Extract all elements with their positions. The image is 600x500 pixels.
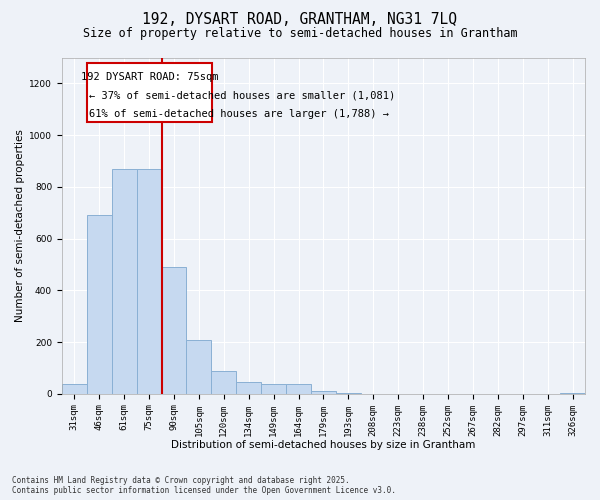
Bar: [286, 384, 311, 394]
Bar: [161, 267, 187, 394]
Bar: [187, 340, 211, 394]
Text: 61% of semi-detached houses are larger (1,788) →: 61% of semi-detached houses are larger (…: [89, 109, 389, 119]
Bar: [62, 384, 87, 394]
Bar: [87, 62, 212, 122]
Bar: [112, 169, 137, 394]
Text: 192 DYSART ROAD: 75sqm: 192 DYSART ROAD: 75sqm: [81, 72, 218, 82]
Text: ← 37% of semi-detached houses are smaller (1,081): ← 37% of semi-detached houses are smalle…: [89, 90, 395, 101]
Bar: [336, 392, 361, 394]
Y-axis label: Number of semi-detached properties: Number of semi-detached properties: [15, 129, 25, 322]
Bar: [211, 370, 236, 394]
Bar: [261, 384, 286, 394]
X-axis label: Distribution of semi-detached houses by size in Grantham: Distribution of semi-detached houses by …: [171, 440, 476, 450]
Bar: [311, 392, 336, 394]
Text: 192, DYSART ROAD, GRANTHAM, NG31 7LQ: 192, DYSART ROAD, GRANTHAM, NG31 7LQ: [143, 12, 458, 28]
Bar: [137, 169, 161, 394]
Text: Contains HM Land Registry data © Crown copyright and database right 2025.
Contai: Contains HM Land Registry data © Crown c…: [12, 476, 396, 495]
Bar: [87, 216, 112, 394]
Bar: [236, 382, 261, 394]
Text: Size of property relative to semi-detached houses in Grantham: Size of property relative to semi-detach…: [83, 28, 517, 40]
Bar: [560, 392, 585, 394]
